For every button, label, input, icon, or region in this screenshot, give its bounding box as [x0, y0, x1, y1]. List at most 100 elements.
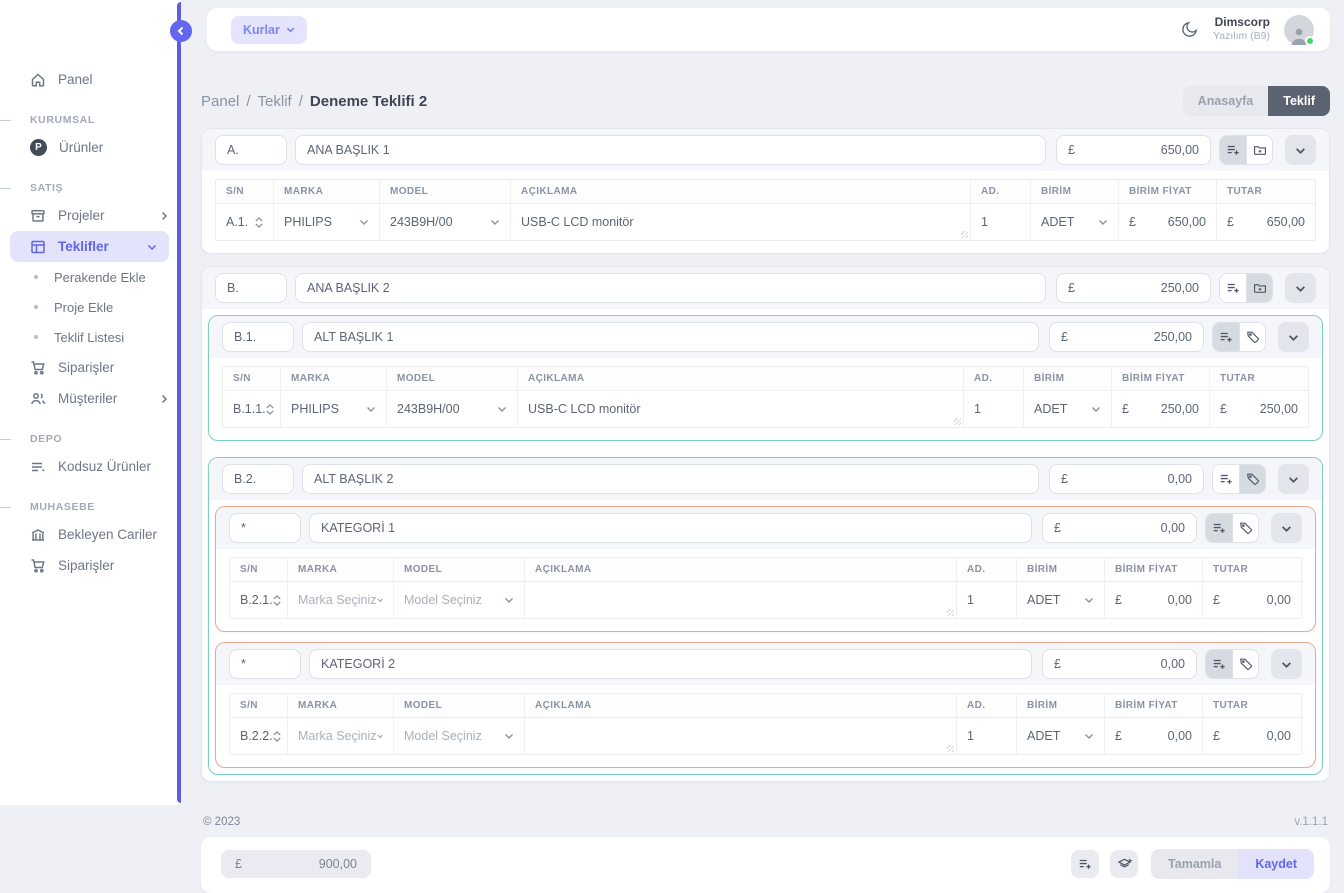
aciklama-textarea[interactable]: USB-C LCD monitör: [511, 204, 971, 240]
sidebar-item-perakende-ekle[interactable]: Perakende Ekle: [0, 262, 181, 292]
sn-cell[interactable]: A.1.: [216, 204, 274, 240]
section-title-input[interactable]: ALT BAŞLIK 2: [302, 464, 1039, 494]
section-title-input[interactable]: ANA BAŞLIK 1: [295, 135, 1046, 165]
section-amount-input[interactable]: £ 0,00: [1042, 513, 1197, 543]
marka-select[interactable]: Marka Seçiniz: [288, 718, 394, 754]
sn-cell[interactable]: B.2.1.: [230, 582, 288, 618]
table-row: B.1.1. PHILIPS 243B9H/00 USB-: [223, 391, 1308, 427]
add-section-button[interactable]: [1071, 850, 1100, 878]
avatar[interactable]: [1284, 14, 1315, 46]
sidebar-collapse-button[interactable]: [170, 20, 192, 42]
sidebar-item-urunler[interactable]: P Ürünler: [0, 132, 181, 163]
grand-total-input[interactable]: £ 900,00: [221, 850, 371, 878]
section-code-input[interactable]: *: [229, 649, 301, 679]
sidebar-item-bekleyen-cariler[interactable]: Bekleyen Cariler: [0, 519, 181, 550]
unit-price-input[interactable]: £ 0,00: [1105, 582, 1203, 618]
section-code-input[interactable]: B.2.: [222, 464, 294, 494]
aciklama-textarea[interactable]: [525, 582, 957, 618]
add-row-button[interactable]: [1206, 514, 1232, 542]
aciklama-textarea[interactable]: USB-C LCD monitör: [518, 391, 964, 427]
section-amount-input[interactable]: £ 250,00: [1056, 273, 1211, 303]
unit-price-input[interactable]: £ 0,00: [1105, 718, 1203, 754]
section-amount-input[interactable]: £ 0,00: [1042, 649, 1197, 679]
list-plus-icon: [1227, 283, 1239, 293]
section-title-input[interactable]: ANA BAŞLIK 2: [295, 273, 1046, 303]
table-row: B.2.1. Marka Seçiniz Model Seçiniz: [230, 582, 1301, 618]
sidebar-item-teklif-listesi[interactable]: Teklif Listesi: [0, 322, 181, 352]
dark-mode-toggle[interactable]: [1180, 20, 1199, 39]
kaydet-button[interactable]: Kaydet: [1238, 849, 1314, 879]
sn-cell[interactable]: B.2.2.: [230, 718, 288, 754]
section-title-input[interactable]: KATEGORİ 2: [309, 649, 1032, 679]
section-code-input[interactable]: *: [229, 513, 301, 543]
add-folder-button[interactable]: [1246, 274, 1272, 302]
sidebar-item-projeler[interactable]: Projeler: [0, 200, 181, 231]
sidebar-item-label: Proje Ekle: [54, 299, 114, 315]
section-amount-input[interactable]: £ 650,00: [1056, 135, 1211, 165]
collapse-section-button[interactable]: [1285, 135, 1316, 165]
collapse-section-button[interactable]: [1278, 464, 1309, 494]
sidebar-item-siparisler[interactable]: Siparişler: [0, 352, 181, 383]
collapse-section-button[interactable]: [1271, 649, 1302, 679]
row-order-spinner[interactable]: [273, 730, 281, 742]
add-folder-button[interactable]: [1246, 136, 1272, 164]
section-code-input[interactable]: B.: [215, 273, 287, 303]
collapse-section-button[interactable]: [1278, 322, 1309, 352]
breadcrumb-teklif[interactable]: Teklif: [257, 92, 292, 110]
add-tag-button[interactable]: [1232, 514, 1258, 542]
qty-input[interactable]: 1: [957, 582, 1017, 618]
collapse-section-button[interactable]: [1285, 273, 1316, 303]
model-select[interactable]: 243B9H/00: [380, 204, 511, 240]
section-title-input[interactable]: ALT BAŞLIK 1: [302, 322, 1039, 352]
marka-select[interactable]: Marka Seçiniz: [288, 582, 394, 618]
unit-price-input[interactable]: £ 250,00: [1112, 391, 1210, 427]
aciklama-textarea[interactable]: [525, 718, 957, 754]
breadcrumb-panel[interactable]: Panel: [201, 92, 240, 110]
sidebar-item-musteriler[interactable]: Müşteriler: [0, 383, 181, 414]
sidebar-item-proje-ekle[interactable]: Proje Ekle: [0, 292, 181, 322]
add-row-button[interactable]: [1213, 465, 1239, 493]
tab-anasayfa[interactable]: Anasayfa: [1182, 86, 1269, 116]
add-row-button[interactable]: [1220, 136, 1246, 164]
sn-cell[interactable]: B.1.1.: [223, 391, 281, 427]
add-tag-button[interactable]: [1232, 650, 1258, 678]
add-tag-button[interactable]: [1239, 465, 1265, 493]
section-amount-input[interactable]: £ 250,00: [1049, 322, 1204, 352]
amount-value: 250,00: [1153, 330, 1192, 344]
birim-select[interactable]: ADET: [1017, 582, 1105, 618]
qty-input[interactable]: 1: [971, 204, 1031, 240]
row-order-spinner[interactable]: [273, 594, 281, 606]
collapse-section-button[interactable]: [1271, 513, 1302, 543]
version-label: v.1.1.1: [1294, 816, 1328, 828]
sidebar-item-panel[interactable]: Panel: [0, 64, 181, 95]
birim-select[interactable]: ADET: [1031, 204, 1119, 240]
row-order-spinner[interactable]: [266, 403, 274, 415]
sidebar-item-kodsuz-urunler[interactable]: Kodsuz Ürünler: [0, 451, 181, 482]
add-row-button[interactable]: [1220, 274, 1246, 302]
marka-select[interactable]: PHILIPS: [274, 204, 380, 240]
marka-select[interactable]: PHILIPS: [281, 391, 387, 427]
section-amount-input[interactable]: £ 0,00: [1049, 464, 1204, 494]
tab-teklif[interactable]: Teklif: [1268, 86, 1330, 116]
sidebar-item-siparisler-muhasebe[interactable]: Siparişler: [0, 550, 181, 581]
add-row-button[interactable]: [1206, 650, 1232, 678]
row-order-spinner[interactable]: [255, 216, 263, 228]
birim-select[interactable]: ADET: [1017, 718, 1105, 754]
section-code-input[interactable]: A.: [215, 135, 287, 165]
add-row-button[interactable]: [1213, 323, 1239, 351]
qty-input[interactable]: 1: [957, 718, 1017, 754]
qty-input[interactable]: 1: [964, 391, 1024, 427]
chevron-down-icon: [255, 222, 263, 228]
section-title-input[interactable]: KATEGORİ 1: [309, 513, 1032, 543]
model-select[interactable]: 243B9H/00: [387, 391, 518, 427]
unit-price-input[interactable]: £ 650,00: [1119, 204, 1217, 240]
sidebar-item-teklifler[interactable]: Teklifler: [10, 231, 169, 262]
section-code-input[interactable]: B.1.: [222, 322, 294, 352]
birim-select[interactable]: ADET: [1024, 391, 1112, 427]
layers-button[interactable]: [1110, 850, 1139, 878]
add-tag-button[interactable]: [1239, 323, 1265, 351]
kurlar-dropdown-button[interactable]: Kurlar: [231, 15, 307, 44]
model-select[interactable]: Model Seçiniz: [394, 582, 525, 618]
model-select[interactable]: Model Seçiniz: [394, 718, 525, 754]
tamamla-button[interactable]: Tamamla: [1151, 849, 1239, 879]
